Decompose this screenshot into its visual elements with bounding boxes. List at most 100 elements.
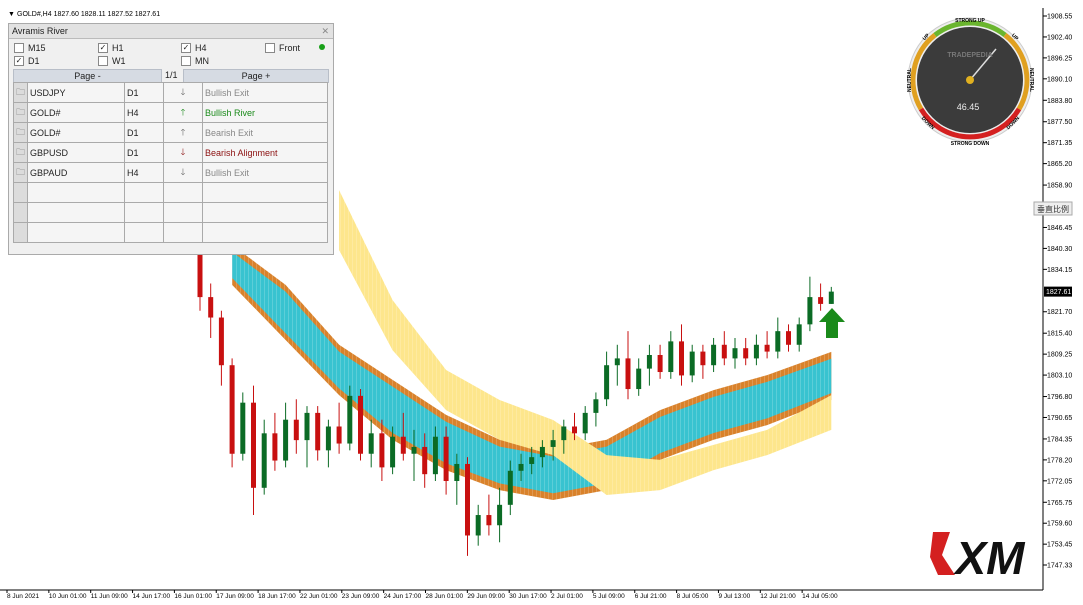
candle-body: [775, 331, 781, 352]
row[interactable]: 🗀 GOLD# D1 🡑 Bearish Exit: [12, 122, 328, 143]
candle-body: [336, 426, 342, 444]
status: Bearish Exit: [202, 122, 328, 143]
checkbox[interactable]: M15: [14, 43, 46, 53]
x-tick-label: 28 Jun 01:00: [426, 593, 464, 600]
candle-body: [261, 433, 267, 488]
row[interactable]: 🗀 GOLD# H4 🡑 Bullish River: [12, 102, 328, 123]
candle-body: [240, 402, 246, 454]
row[interactable]: 🗀 GBPUSD D1 🡓 Bearish Alignment: [12, 142, 328, 163]
checkbox-label: D1: [28, 56, 40, 66]
checkbox[interactable]: MN: [181, 56, 209, 66]
empty-row: [12, 222, 328, 243]
candle-body: [454, 463, 460, 481]
symbol: GOLD#: [27, 122, 126, 143]
candle-body: [753, 344, 759, 359]
checkbox[interactable]: ✓ D1: [14, 56, 40, 66]
header: GOLD#,H4 1827.60 1828.11 1827.52 1827.61: [17, 11, 160, 18]
y-tick-label: 1765.75: [1047, 500, 1072, 507]
page-plus[interactable]: Page +: [183, 69, 329, 83]
band-hatch: [232, 251, 832, 494]
candle-body: [518, 463, 524, 471]
empty-row: [12, 182, 328, 203]
candle-body: [325, 426, 331, 451]
candle-body: [283, 419, 289, 461]
candle-body: [411, 446, 417, 454]
signal-arrow: [819, 308, 845, 338]
close-button[interactable]: ✕: [321, 26, 329, 36]
candle-body: [229, 365, 235, 454]
candle-body: [764, 344, 770, 352]
scale-button-text[interactable]: 垂直比例: [1037, 204, 1069, 214]
gauge-brand: TRADEPEDIA: [947, 52, 993, 59]
candle-body: [796, 324, 802, 345]
timeframe: H4: [124, 162, 165, 183]
checkbox[interactable]: ✓ H4: [181, 43, 207, 53]
symbol: GBPAUD: [27, 162, 126, 183]
y-tick-label: 1815.40: [1047, 331, 1072, 338]
candle-body: [358, 395, 363, 454]
y-tick-label: 1908.55: [1047, 14, 1072, 21]
candle-body: [550, 440, 556, 447]
x-tick-label: 18 Jun 17:00: [258, 593, 296, 600]
y-tick-label: 1846.45: [1047, 225, 1072, 232]
candle-body: [604, 365, 610, 400]
arrow-icon: 🡑: [163, 122, 204, 143]
row[interactable]: 🗀 USDJPY D1 🡓 Bullish Exit: [12, 82, 328, 103]
checkbox[interactable]: ✓ H1: [98, 43, 124, 53]
status: Bullish River: [202, 102, 328, 123]
candle-body: [818, 297, 824, 304]
candle-body: [315, 412, 321, 451]
y-tick-label: 1821.70: [1047, 309, 1072, 316]
candle-body: [743, 348, 749, 359]
candle-body: [689, 351, 695, 376]
candle-body: [347, 395, 353, 444]
candle-body: [636, 368, 642, 390]
y-tick-label: 1809.25: [1047, 352, 1072, 359]
checkbox[interactable]: W1: [98, 56, 126, 66]
x-tick-label: 22 Jun 01:00: [300, 593, 338, 600]
y-tick-label: 1890.10: [1047, 76, 1072, 83]
page-minus[interactable]: Page -: [13, 69, 162, 83]
y-tick-label: 1796.80: [1047, 394, 1072, 401]
arrow-icon: 🡓: [163, 142, 204, 163]
x-tick-label: 29 Jun 09:00: [467, 593, 505, 600]
candle-body: [208, 297, 214, 318]
timeframe: D1: [124, 122, 165, 143]
candle-body: [668, 341, 674, 373]
y-tick-label: 1759.60: [1047, 521, 1072, 528]
y-tick-label: 1883.80: [1047, 98, 1072, 105]
y-tick-label: 1871.35: [1047, 140, 1072, 147]
candle-body: [507, 470, 513, 505]
candle-body: [561, 426, 567, 441]
page-number: 1/1: [165, 70, 178, 80]
y-tick-label: 1790.65: [1047, 415, 1072, 422]
x-tick-label: 12 Jul 21:00: [760, 593, 796, 600]
scale-button[interactable]: [1033, 201, 1073, 216]
candle-body: [807, 297, 813, 325]
y-tick-label: 1896.25: [1047, 55, 1072, 62]
timeframe: H4: [124, 102, 165, 123]
candle-body: [497, 504, 503, 526]
candle-body: [572, 426, 577, 434]
candle-body: [582, 412, 588, 434]
x-tick-label: 9 Jul 13:00: [718, 593, 750, 600]
candle-body: [368, 433, 374, 454]
candle-body: [700, 351, 706, 366]
gauge-label: NEUTRAL: [907, 68, 913, 92]
gauge-label: UP: [922, 32, 932, 42]
x-tick-label: 30 Jun 17:00: [509, 593, 547, 600]
candle-body: [390, 436, 396, 468]
logo-mark: [930, 532, 955, 575]
y-tick-label: 1803.10: [1047, 373, 1072, 380]
timeframe: D1: [124, 142, 165, 163]
candle-body: [432, 436, 438, 475]
checkbox[interactable]: Front: [265, 43, 300, 53]
symbol: GOLD#: [27, 102, 126, 123]
empty-row: [12, 202, 328, 223]
status: Bullish Exit: [202, 162, 328, 183]
x-tick-label: 14 Jul 05:00: [802, 593, 838, 600]
x-tick-label: 14 Jun 17:00: [133, 593, 171, 600]
checkbox-label: M15: [28, 43, 46, 53]
row[interactable]: 🗀 GBPAUD H4 🡓 Bullish Exit: [12, 162, 328, 183]
